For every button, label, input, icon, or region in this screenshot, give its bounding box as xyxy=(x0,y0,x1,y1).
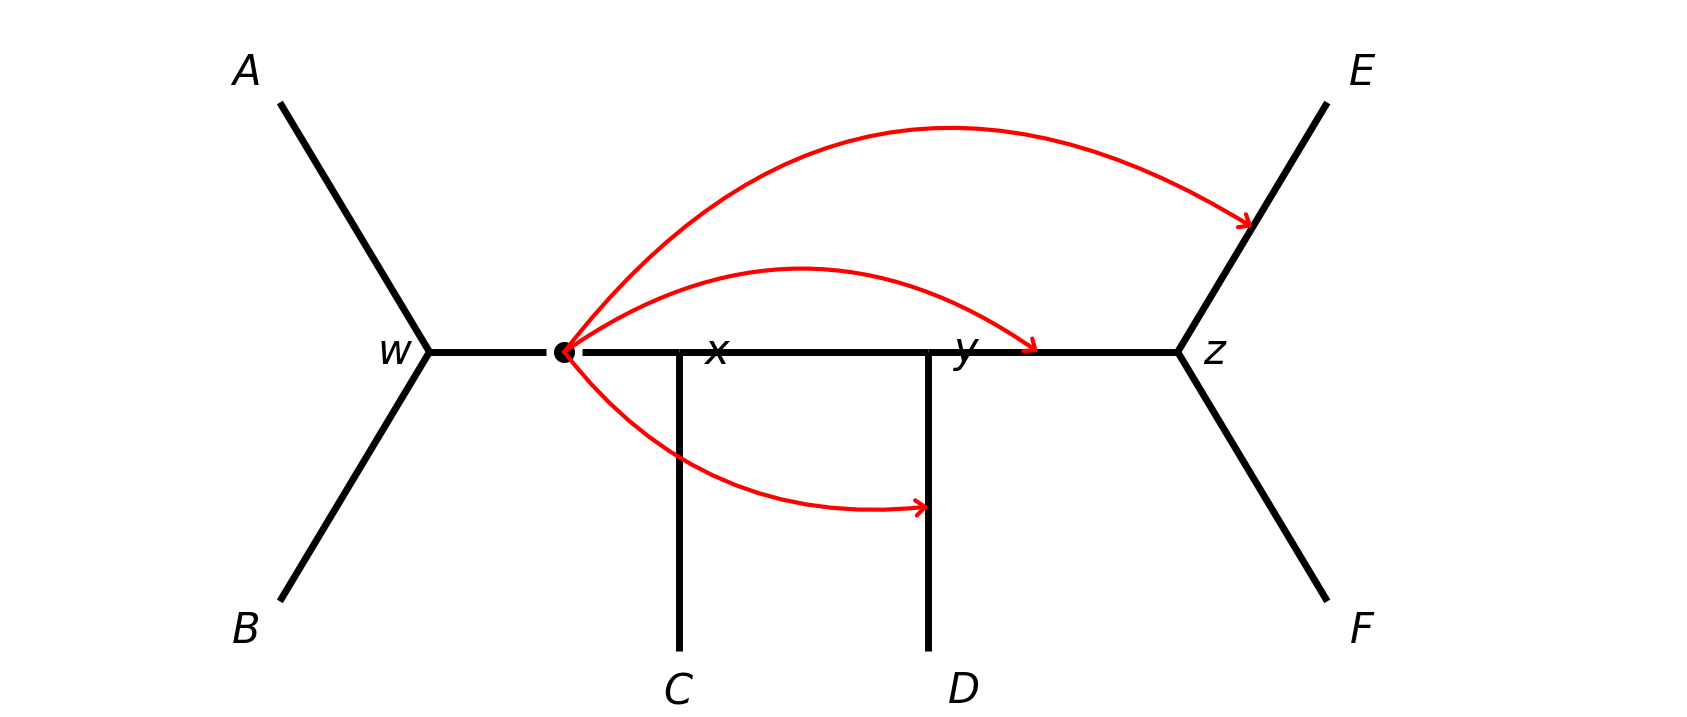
Text: $D$: $D$ xyxy=(946,670,978,712)
Text: $y$: $y$ xyxy=(951,331,980,373)
Text: $w$: $w$ xyxy=(376,331,413,373)
Point xyxy=(550,346,577,358)
Text: $B$: $B$ xyxy=(231,610,258,652)
Text: $x$: $x$ xyxy=(703,331,730,373)
FancyArrowPatch shape xyxy=(563,269,1036,352)
Text: $A$: $A$ xyxy=(229,52,260,94)
Text: $C$: $C$ xyxy=(663,670,695,712)
FancyArrowPatch shape xyxy=(563,352,924,516)
Text: $z$: $z$ xyxy=(1203,331,1228,373)
FancyArrowPatch shape xyxy=(563,128,1250,352)
Text: $F$: $F$ xyxy=(1350,610,1375,652)
Text: $E$: $E$ xyxy=(1348,52,1377,94)
